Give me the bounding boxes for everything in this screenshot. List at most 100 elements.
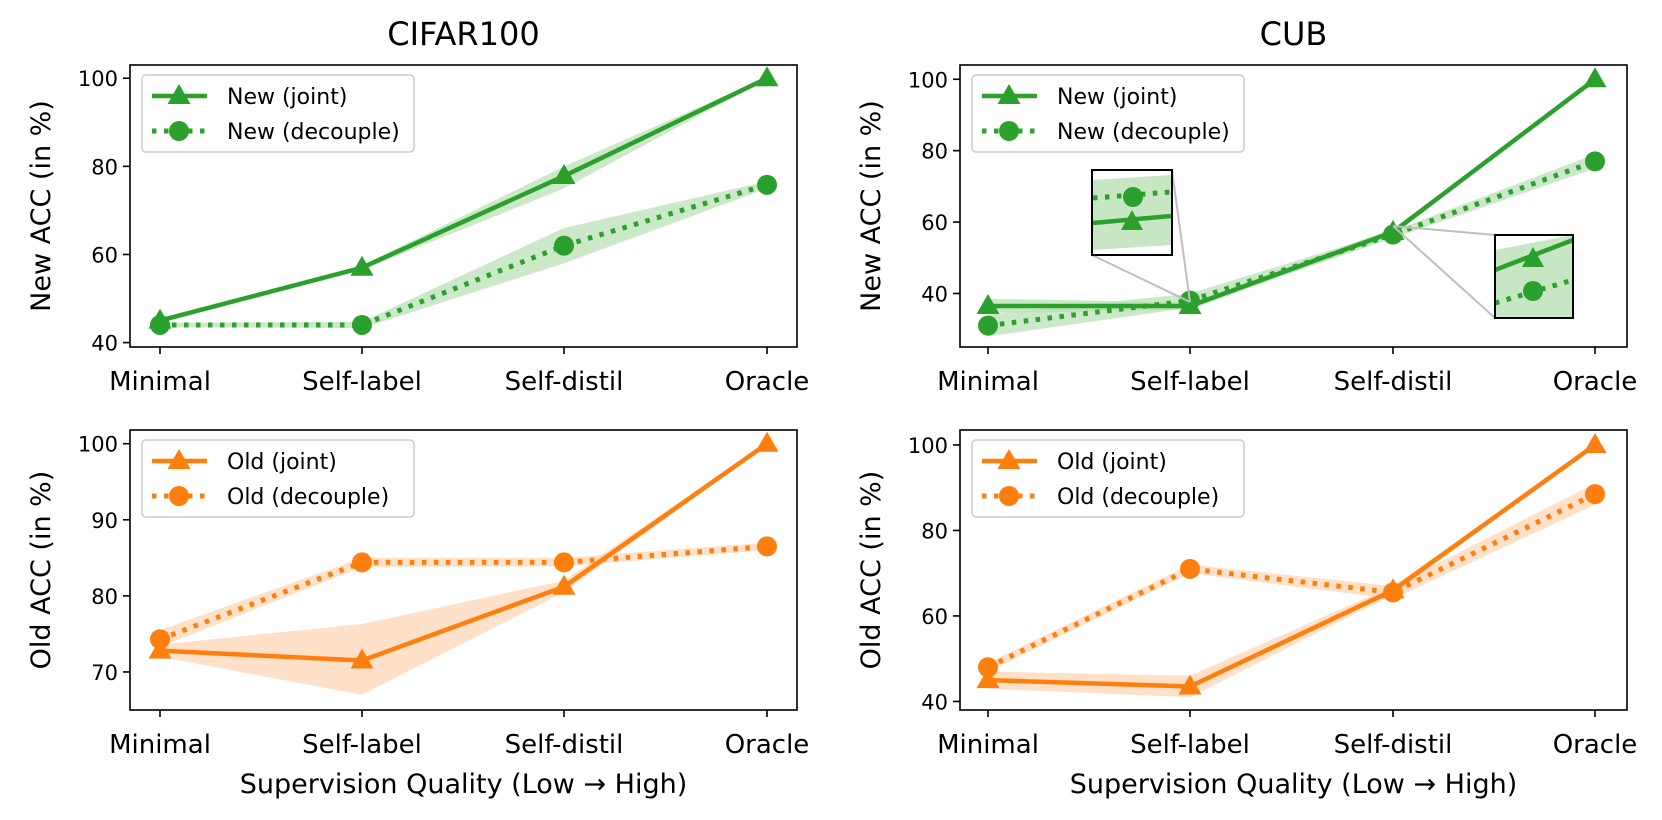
- series-line-joint: [988, 77, 1597, 309]
- x-tick-label: Self-distil: [1334, 730, 1453, 760]
- data-point-circle: [978, 315, 998, 336]
- y-axis-title: Old ACC (in %): [26, 471, 57, 670]
- series-line-decouple: [986, 491, 1597, 670]
- legend: New (joint) New (decouple): [971, 74, 1245, 153]
- y-tick-label: 100: [908, 68, 948, 92]
- confidence-band-1: [988, 483, 1595, 672]
- y-tick-label: 80: [91, 155, 118, 179]
- confidence-band-1: [160, 542, 767, 647]
- legend-label: New (joint): [1057, 85, 1177, 110]
- inset-frame: [1091, 169, 1173, 256]
- x-axis-title: Supervision Quality (Low → High): [1070, 769, 1518, 800]
- legend-label: Old (decouple): [227, 485, 389, 510]
- inset-circle-marker: [1523, 281, 1543, 301]
- data-point-triangle: [1583, 67, 1607, 88]
- y-tick-label: 60: [921, 211, 948, 235]
- panel-title: CUB: [1260, 15, 1328, 53]
- data-point-circle: [978, 657, 998, 678]
- data-point-triangle: [755, 66, 779, 87]
- legend-label: Old (joint): [227, 450, 337, 475]
- data-point-triangle: [976, 293, 1000, 314]
- chart-panel-cub-new: Minimal Self-label Self-distil Oracle 40 60 80…: [856, 15, 1637, 397]
- legend-marker-triangle: [167, 449, 191, 469]
- y-tick-label: 40: [921, 282, 948, 306]
- x-tick-label: Minimal: [937, 730, 1039, 760]
- legend: Old (joint) Old (decouple): [141, 439, 415, 518]
- y-tick-label: 80: [91, 585, 118, 609]
- inset-circle-marker: [1123, 187, 1143, 207]
- data-point-triangle: [350, 255, 374, 276]
- legend-label: Old (joint): [1057, 450, 1167, 475]
- legend-label: New (joint): [227, 85, 347, 110]
- data-point-triangle: [552, 164, 576, 185]
- legend-marker-circle: [999, 121, 1019, 141]
- x-tick-label: Minimal: [109, 730, 211, 760]
- data-point-circle: [757, 536, 777, 557]
- x-tick-label: Self-distil: [505, 730, 624, 760]
- inset-band: [1495, 235, 1573, 318]
- legend-label: New (decouple): [227, 120, 400, 145]
- series-line-joint: [159, 441, 769, 663]
- data-point-circle: [150, 629, 170, 650]
- data-point-circle: [1585, 484, 1605, 505]
- legend-label: New (decouple): [1057, 120, 1230, 145]
- x-tick-label: Self-label: [1130, 367, 1250, 397]
- inset-connector: [1392, 225, 1496, 236]
- y-tick-label: 80: [921, 140, 948, 164]
- y-tick-label: 40: [91, 332, 118, 356]
- inset-connector: [1091, 254, 1191, 303]
- x-tick-label: Oracle: [725, 367, 810, 397]
- series-line-joint: [987, 443, 1597, 689]
- x-tick-label: Self-label: [302, 367, 422, 397]
- data-point-circle: [150, 314, 170, 335]
- x-tick-label: Self-distil: [505, 367, 624, 397]
- legend-label: Old (decouple): [1057, 485, 1219, 510]
- panel-title: CIFAR100: [387, 15, 539, 53]
- x-tick-label: Minimal: [937, 367, 1039, 397]
- legend-marker-circle: [169, 121, 189, 141]
- data-point-circle: [1585, 151, 1605, 172]
- data-point-circle: [554, 552, 574, 573]
- data-point-triangle: [1583, 432, 1607, 453]
- axes-frame: [129, 429, 798, 711]
- chart-panel-cub-old: Minimal Self-label Self-distil Oracle 40 60 80…: [856, 429, 1637, 800]
- y-axis-title: Old ACC (in %): [856, 471, 887, 670]
- data-point-circle: [1383, 582, 1403, 603]
- legend-marker-circle: [999, 486, 1019, 506]
- confidence-band-0: [160, 442, 767, 695]
- x-tick-label: Minimal: [109, 367, 211, 397]
- legend-box: [971, 439, 1245, 518]
- data-point-triangle: [755, 431, 779, 452]
- y-tick-label: 40: [921, 690, 948, 714]
- y-axis-title: New ACC (in %): [856, 100, 887, 312]
- inset-triangle-marker: [1522, 247, 1544, 267]
- data-point-triangle: [1178, 674, 1202, 695]
- legend-marker-triangle: [167, 84, 191, 104]
- inset-connector: [1392, 225, 1496, 319]
- legend: New (joint) New (decouple): [141, 74, 415, 153]
- x-tick-label: Self-label: [1130, 730, 1250, 760]
- y-tick-label: 60: [91, 243, 118, 267]
- y-tick-label: 100: [78, 433, 118, 457]
- data-point-triangle: [350, 648, 374, 669]
- inset-triangle-marker: [1121, 210, 1143, 230]
- legend-marker-circle: [169, 486, 189, 506]
- data-point-triangle: [976, 668, 1000, 689]
- axes-frame: [959, 429, 1628, 711]
- y-tick-label: 90: [91, 509, 118, 533]
- data-point-circle: [554, 235, 574, 256]
- inset-frame: [1494, 234, 1574, 319]
- y-tick-label: 100: [78, 67, 118, 91]
- series-line-decouple: [159, 543, 768, 642]
- y-tick-label: 80: [921, 519, 948, 543]
- legend-marker-triangle: [997, 84, 1021, 104]
- y-tick-label: 70: [91, 661, 118, 685]
- data-point-triangle: [552, 574, 576, 595]
- data-point-circle: [757, 174, 777, 195]
- x-tick-label: Oracle: [725, 730, 810, 760]
- series-line-joint: [159, 76, 768, 323]
- axes-frame: [959, 64, 1628, 348]
- chart-panel-cifar-old: Minimal Self-label Self-distil Oracle 70 80 90…: [26, 429, 810, 800]
- y-tick-label: 60: [921, 605, 948, 629]
- legend-box: [141, 74, 415, 153]
